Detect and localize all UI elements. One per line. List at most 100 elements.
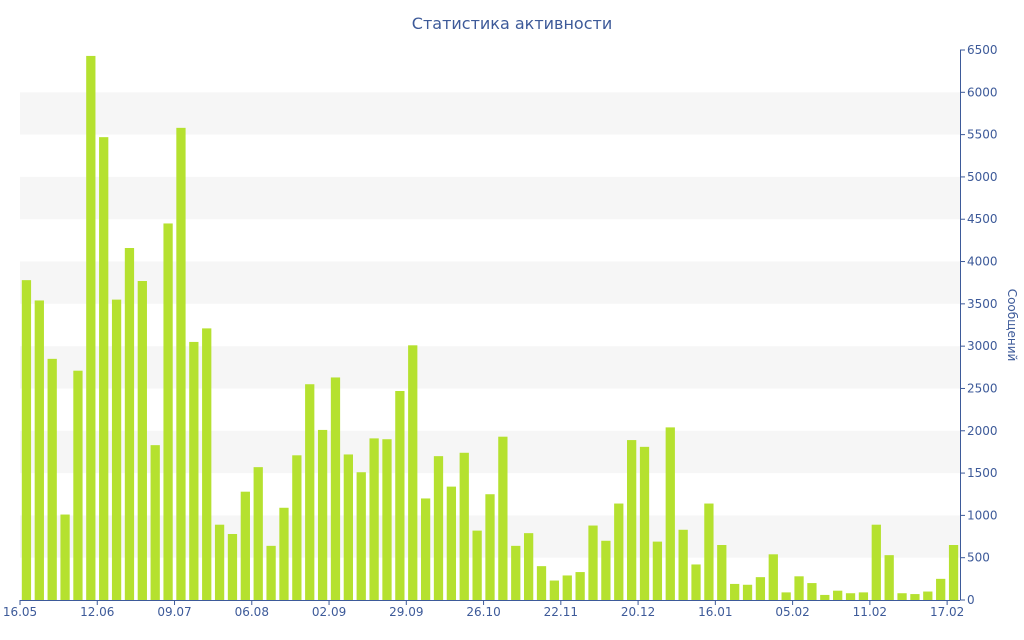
bar — [292, 455, 302, 600]
bars — [21, 55, 959, 600]
bar — [99, 137, 109, 600]
bar — [820, 594, 830, 600]
y-tick-label: 4500 — [967, 212, 998, 226]
y-tick-label: 2000 — [967, 424, 998, 438]
bar — [279, 507, 289, 600]
x-axis-ticks: 16.05 12.06 09.07 06.08 02.09 29.09 26.10 22.11… — [3, 600, 964, 619]
y-tick-label: 6500 — [967, 43, 998, 57]
y-axis-label: Сообщений — [1005, 289, 1019, 362]
bar — [897, 593, 907, 600]
bar — [330, 377, 341, 600]
bar — [858, 592, 869, 600]
y-tick-label: 5000 — [967, 170, 998, 184]
bar — [433, 456, 444, 600]
bar — [627, 440, 637, 600]
bar — [86, 55, 96, 600]
bar — [884, 555, 894, 600]
bar — [214, 524, 225, 600]
grid-band — [20, 92, 960, 135]
bar — [356, 472, 366, 600]
bar — [150, 445, 160, 600]
grid-band — [20, 261, 960, 304]
bar — [549, 580, 560, 600]
y-tick-label: 1000 — [967, 508, 998, 522]
bar — [588, 525, 598, 600]
bar — [240, 491, 250, 600]
bar — [755, 577, 766, 600]
x-tick-label: 09.07 — [157, 605, 191, 619]
bar — [485, 494, 495, 600]
bar — [936, 578, 946, 600]
x-tick-label: 20.12 — [621, 605, 655, 619]
bar — [652, 541, 663, 600]
x-tick-label: 05.02 — [775, 605, 809, 619]
bar — [369, 438, 379, 600]
bar — [742, 584, 753, 600]
bar — [189, 341, 199, 600]
bar — [317, 429, 328, 600]
bar — [176, 127, 186, 600]
bar — [253, 467, 263, 600]
bar — [511, 545, 521, 600]
bar — [665, 427, 675, 600]
bar — [163, 223, 173, 600]
bar — [266, 545, 276, 600]
bar — [382, 439, 392, 600]
bar — [639, 446, 650, 600]
x-tick-label: 26.10 — [466, 605, 500, 619]
x-tick-label: 17.02 — [930, 605, 964, 619]
bar — [807, 583, 817, 600]
bar — [227, 534, 238, 600]
y-tick-label: 3000 — [967, 339, 998, 353]
y-tick-label: 1500 — [967, 466, 998, 480]
bar — [678, 529, 688, 600]
bar — [730, 583, 740, 600]
y-tick-label: 2500 — [967, 381, 998, 395]
bar — [420, 498, 431, 600]
bar — [562, 575, 572, 600]
bar — [923, 591, 933, 600]
bar — [910, 594, 920, 600]
bar — [691, 564, 701, 600]
bar — [523, 533, 534, 600]
bar — [343, 454, 353, 600]
x-tick-label: 16.01 — [698, 605, 732, 619]
x-tick-label: 22.11 — [544, 605, 578, 619]
bar — [498, 436, 508, 600]
bar — [111, 299, 122, 600]
bar — [948, 545, 959, 600]
x-tick-label: 06.08 — [235, 605, 269, 619]
bar — [833, 590, 843, 600]
bar — [768, 554, 778, 600]
bar — [446, 486, 457, 600]
bar — [871, 524, 881, 600]
bar — [47, 358, 57, 600]
chart-title: Статистика активности — [411, 14, 613, 33]
bar — [124, 248, 135, 600]
x-tick-label: 29.09 — [389, 605, 423, 619]
bar — [601, 540, 611, 600]
bar — [395, 391, 405, 600]
axes — [20, 50, 961, 601]
y-tick-label: 3500 — [967, 297, 998, 311]
bar — [717, 545, 727, 600]
bar — [845, 593, 856, 600]
bar — [21, 280, 32, 600]
bar — [408, 345, 418, 600]
x-tick-label: 02.09 — [312, 605, 346, 619]
x-tick-label: 16.05 — [3, 605, 37, 619]
bar — [305, 384, 315, 600]
bar — [781, 592, 791, 600]
bar — [704, 503, 714, 600]
bar — [137, 281, 147, 600]
x-tick-label: 12.06 — [80, 605, 114, 619]
grid-band — [20, 176, 960, 220]
bar — [459, 452, 469, 600]
bar — [794, 576, 804, 600]
grid-band — [20, 430, 960, 474]
bar — [60, 514, 70, 600]
y-tick-label: 5500 — [967, 128, 998, 142]
bar — [202, 328, 212, 600]
y-tick-label: 4000 — [967, 255, 998, 269]
grid-band — [20, 346, 960, 389]
